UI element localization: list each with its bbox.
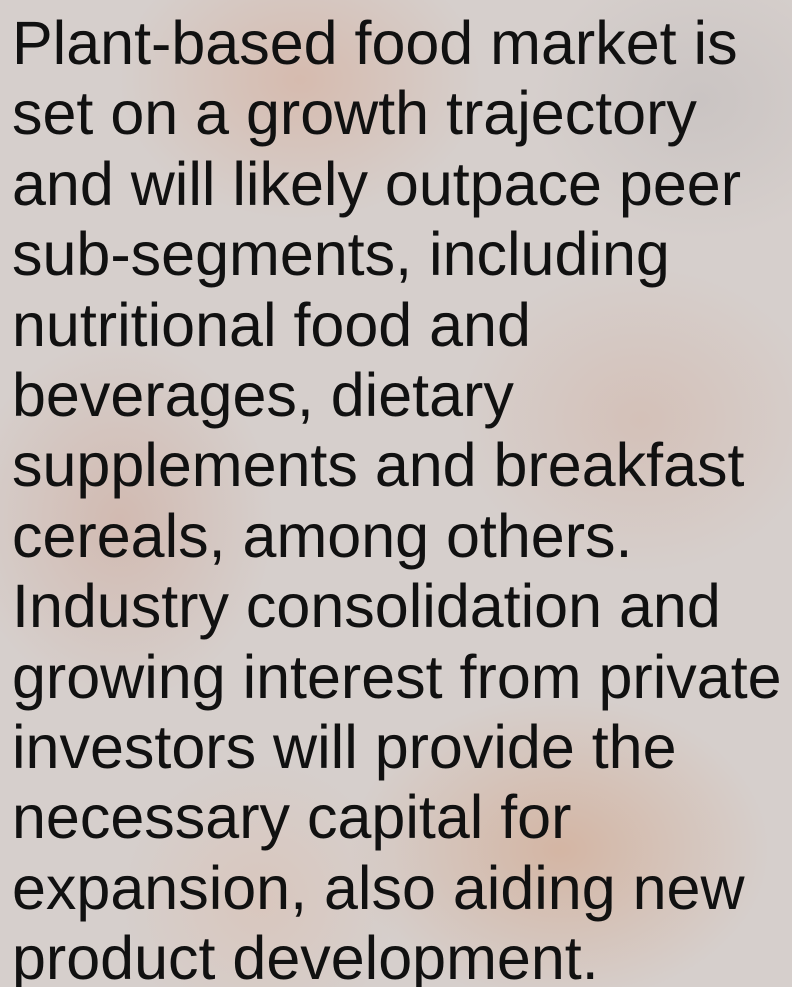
slide: Plant-based food market isset on a growt…: [0, 0, 792, 987]
text-line: and will likely outpace peer: [12, 149, 741, 219]
text-line: Plant-based food market is: [12, 8, 738, 78]
text-line: beverages, dietary: [12, 360, 514, 430]
text-line: necessary capital for: [12, 782, 571, 852]
text-line: growing interest from private: [12, 642, 782, 712]
text-line: investors will provide the: [12, 712, 677, 782]
text-line: sub-segments, including: [12, 219, 670, 289]
text-line: cereals, among others.: [12, 501, 632, 571]
text-line: set on a growth trajectory: [12, 78, 697, 148]
text-line: product development.: [12, 923, 599, 987]
text-line: nutritional food and: [12, 290, 531, 360]
text-line: expansion, also aiding new: [12, 853, 745, 923]
text-line: supplements and breakfast: [12, 430, 744, 500]
text-line: Industry consolidation and: [12, 571, 721, 641]
